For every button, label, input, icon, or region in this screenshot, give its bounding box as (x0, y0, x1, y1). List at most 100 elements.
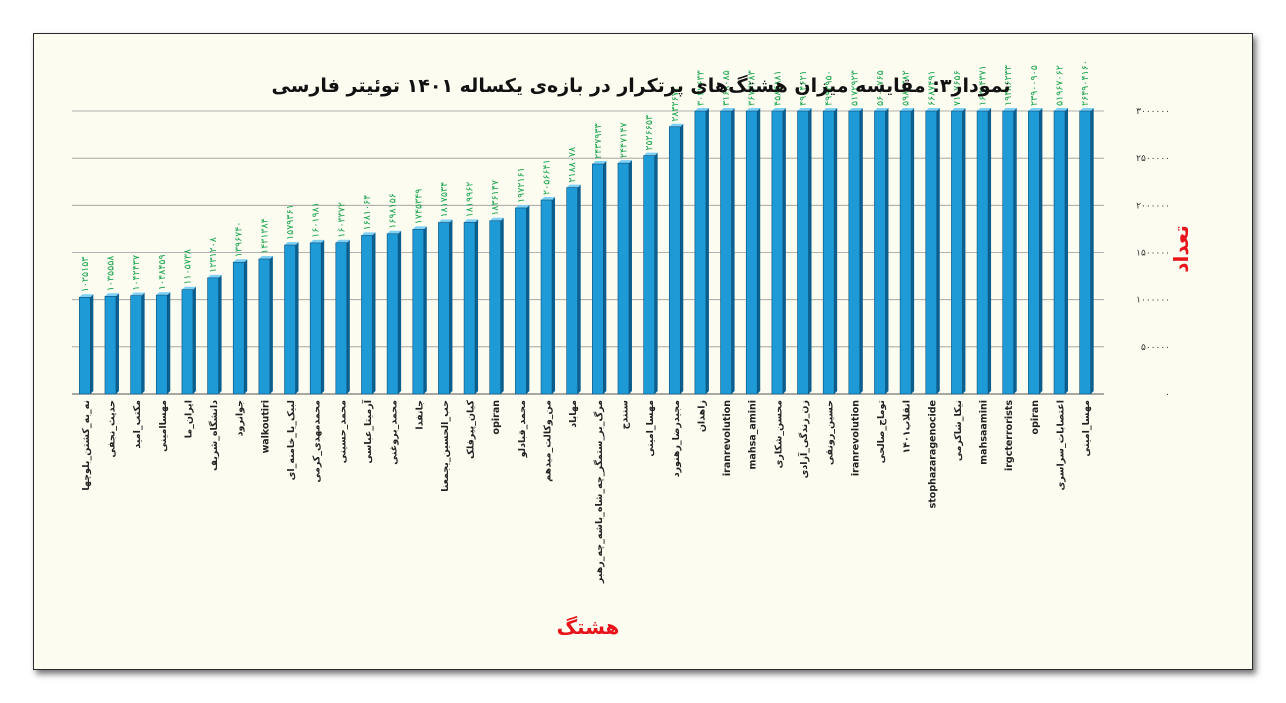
y-tick-label: ۳۰۰۰۰۰۰ (1136, 107, 1170, 117)
bar-side (500, 217, 504, 394)
chart-title: نمودار۳: مقایسه میزان هشتگ‌های پرتکرار د… (271, 74, 1010, 97)
data-label: ۲۶۴۹۰۴۱۶۰ (1080, 60, 1091, 106)
bar-side (269, 255, 273, 394)
x-tick-label: دانشگاه_شریف (208, 400, 220, 471)
x-tick-label: حب_الحسین_یجمعنا (440, 400, 451, 492)
bar-top (79, 294, 94, 298)
data-label: ۶۶۸۷۴۹۱ (926, 70, 937, 106)
bar (592, 163, 604, 395)
bar (232, 261, 245, 395)
bar-top (617, 160, 632, 164)
bar-top (310, 239, 325, 243)
x-tick-label: mahsa_amini (748, 400, 759, 469)
bar (1002, 110, 1015, 395)
bar-top (643, 152, 658, 156)
bar-side (577, 184, 581, 394)
bar-top (181, 286, 196, 290)
bar (1028, 110, 1040, 395)
x-tick-label: لبیک_یا_خامنه_ای (286, 400, 297, 480)
bar (874, 110, 886, 395)
bar (617, 162, 630, 395)
bar-side (321, 239, 325, 394)
x-tick-label: حدیث_نجفی (106, 400, 117, 458)
y-axis-ticks: ۰ ۵۰۰۰۰۰ ۱۰۰۰۰۰۰ ۱۵۰۰۰۰۰ ۲۰۰۰۰۰۰ ۲۵۰۰۰۰۰ ۳۰۰۰۰… (1136, 107, 1170, 400)
y-tick-label: ۰ (1165, 390, 1170, 400)
x-tick-label: اعتصابات_سراسری (1056, 400, 1067, 490)
data-label: ۲۳۹۰۰۹۰۵ (1029, 65, 1040, 106)
data-label: ۱۶۰۱۹۸۱ (311, 202, 322, 238)
data-label: ۱۰۴۸۴۵۹ (157, 254, 168, 290)
x-tick-label: stophazaragenocide (927, 400, 938, 508)
chart-frame: ۱۰۲۵۱۵۳ ۱۰۳۵۵۵۸ ۱۰۴۲۴۳۷ ۱۰۴۸۴۵۹ ۱۱۰۵۷۳۸ ۱۲۳۱۲… (33, 33, 1253, 670)
bar-top (438, 219, 453, 223)
bar (207, 277, 219, 395)
bar-side (1039, 108, 1043, 394)
bar-top (515, 204, 530, 208)
bar-top (489, 217, 504, 221)
data-label: ۱۶۳۸۴۳۷۱ (978, 65, 989, 106)
x-tick-label: walkoutiri (260, 400, 271, 454)
data-label: ۲۴۴۷۱۴۷ (618, 122, 629, 158)
bar (976, 110, 989, 395)
bar (643, 155, 655, 395)
data-label: ۱۶۰۳۳۷۲ (336, 202, 347, 238)
bar (797, 110, 809, 395)
x-tick-label: iranrevolution (722, 400, 733, 476)
data-label: ۱۷۴۵۳۴۹ (413, 189, 424, 225)
bar (181, 289, 194, 395)
bar-side (834, 108, 838, 394)
x-tick-label: ایران_ما (183, 400, 194, 438)
bar-top (207, 274, 222, 278)
bar-top (104, 293, 119, 297)
bar (284, 244, 296, 395)
data-label: ۱۶۹۸۱۵۶ (388, 193, 399, 229)
bar-side (705, 108, 709, 394)
bar-top (1002, 108, 1017, 111)
bar-top (541, 196, 556, 200)
bar (130, 295, 142, 395)
x-axis-title: هشتگ (557, 615, 620, 639)
bar (899, 110, 912, 395)
bar-side (603, 161, 607, 394)
bar-top (130, 292, 145, 296)
data-label: ۱۸۳۶۱۴۷ (490, 180, 501, 216)
bar-side (526, 204, 530, 394)
bar-side (90, 294, 94, 394)
bar (386, 233, 399, 395)
bar-top (156, 292, 171, 296)
bar-side (911, 108, 915, 394)
bar-top (797, 108, 812, 111)
data-label: ۱۱۰۵۷۳۸ (182, 249, 193, 285)
x-tick-label: نه_به_کشتن_بلوچها (81, 400, 92, 491)
bar (515, 207, 527, 395)
data-label: ۳۱۶۸۰۸۵ (721, 70, 732, 106)
bar-side (680, 123, 684, 394)
bar-top (464, 219, 479, 223)
bar-top (848, 108, 863, 111)
bar (720, 110, 732, 395)
x-tick-label: مهسا_امینی (1081, 400, 1092, 457)
y-tick-label: ۱۵۰۰۰۰۰ (1136, 249, 1170, 259)
bar-side (885, 108, 889, 394)
bar-side (423, 226, 427, 394)
bar (258, 258, 271, 395)
bar-side (731, 108, 735, 394)
x-tick-label: زن_زندگی_آزادی (797, 400, 810, 478)
bar-side (449, 219, 453, 394)
bar-side (115, 293, 119, 394)
bar (412, 229, 425, 395)
x-tick-label: مرگ_بر_ستمگر_چه_شاه_باشه_چه_رهبر (593, 400, 605, 584)
data-label: ۲۱۸۸۰۷۸ (567, 147, 578, 183)
bar-top (1079, 108, 1094, 111)
bar-top (925, 108, 940, 111)
bar-chart: ۱۰۲۵۱۵۳ ۱۰۳۵۵۵۸ ۱۰۴۲۴۳۷ ۱۰۴۸۴۵۹ ۱۱۰۵۷۳۸ ۱۲۳۱۲… (72, 60, 1193, 639)
bar-side (192, 286, 196, 394)
bar-top (592, 161, 607, 165)
bar (309, 242, 322, 395)
bar-top (771, 108, 786, 111)
x-tick-label: محمد_بروغنی (389, 400, 400, 465)
bar (745, 110, 758, 395)
data-label: ۷۱۱۷۶۵۶ (952, 70, 963, 106)
bar (540, 199, 553, 395)
data-label: ۳۶۷۳۲۸۳ (747, 70, 758, 106)
